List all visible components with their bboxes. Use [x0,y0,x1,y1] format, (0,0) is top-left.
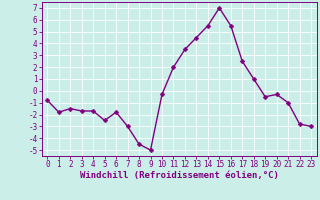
X-axis label: Windchill (Refroidissement éolien,°C): Windchill (Refroidissement éolien,°C) [80,171,279,180]
